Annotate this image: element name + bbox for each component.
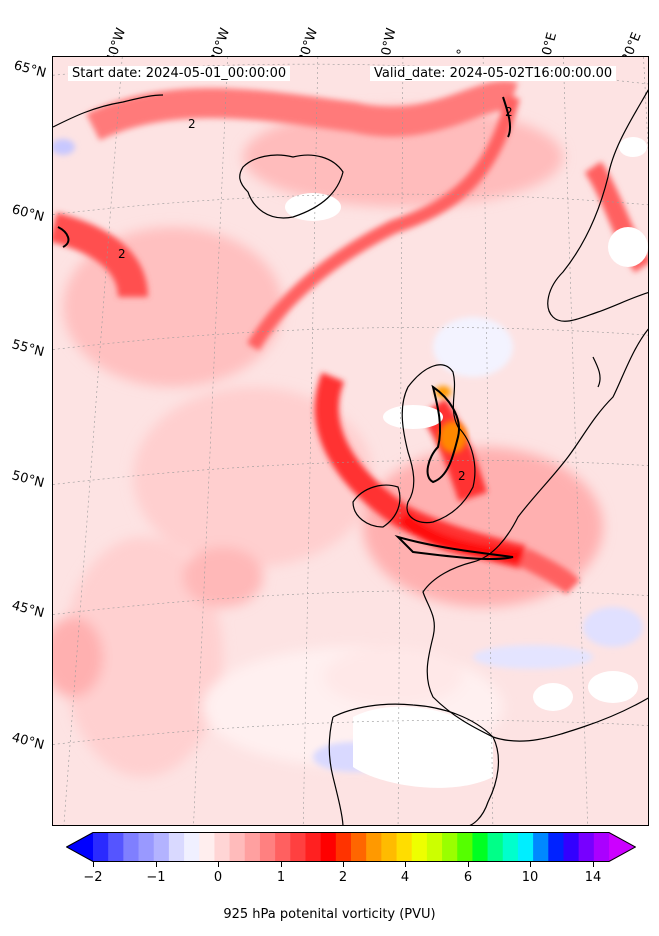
lat-label-40n: 40°N — [10, 730, 46, 754]
pv-bands — [53, 80, 648, 595]
colorbar-segment — [563, 832, 580, 862]
contour-label-2-uk: 2 — [458, 469, 466, 483]
colorbar-segment — [396, 832, 413, 862]
colorbar-segment — [168, 832, 185, 862]
lat-label-65n: 65°N — [12, 58, 48, 82]
colorbar-tick — [156, 862, 157, 867]
map-panel[interactable]: 2 2 2 2 — [52, 56, 649, 826]
colorbar-segment — [472, 832, 489, 862]
colorbar-tick — [593, 862, 594, 867]
colorbar-segment — [229, 832, 246, 862]
colorbar-segment — [320, 832, 337, 862]
lat-label-55n: 55°N — [10, 337, 46, 361]
colorbar-tick — [218, 862, 219, 867]
colorbar-tick-label: 6 — [463, 870, 473, 885]
colorbar-segment — [517, 832, 534, 862]
colorbar-tick-label: 0 — [213, 870, 223, 885]
colorbar-segment — [411, 832, 428, 862]
colorbar-segment — [593, 832, 610, 862]
colorbar-segment — [426, 832, 443, 862]
pv-contours — [57, 96, 514, 561]
colorbar-tick — [530, 862, 531, 867]
colorbar-segment — [108, 832, 124, 862]
colorbar-segment — [93, 832, 109, 862]
contour-label-2-iceland: 2 — [188, 117, 196, 131]
colorbar-segment — [244, 832, 261, 862]
start-date-label: Start date: 2024-05-01_00:00:00 — [68, 66, 291, 81]
colorbar-segment — [487, 832, 504, 862]
colorbar-tick — [281, 862, 282, 867]
colorbar-segment — [199, 832, 215, 862]
colorbar-tick-label: −2 — [83, 870, 103, 885]
colorbar-segment — [214, 832, 231, 862]
colorbar-segment — [259, 832, 276, 862]
valid-date-label: Valid_date: 2024-05-02T16:00:00.00 — [370, 66, 617, 81]
colorbar-tick-label: 2 — [338, 870, 348, 885]
colorbar-segment — [275, 832, 291, 862]
colorbar-segment — [305, 832, 322, 862]
lat-label-50n: 50°N — [10, 468, 46, 492]
colorbar-tick-label: −1 — [146, 870, 166, 885]
colorbar-segment — [184, 832, 200, 862]
colorbar-segment — [548, 832, 564, 862]
colorbar-segment — [290, 832, 306, 862]
colorbar-segment — [123, 832, 140, 862]
colorbar-segment — [381, 832, 398, 862]
colorbar-segment — [335, 832, 352, 862]
colorbar-segment — [533, 832, 549, 862]
colorbar-segment — [138, 832, 155, 862]
lat-label-60n: 60°N — [10, 202, 46, 226]
colorbar-tick — [468, 862, 469, 867]
colorbar-tick-label: 14 — [584, 870, 602, 885]
colorbar-segment — [502, 832, 519, 862]
coastlines — [53, 89, 648, 825]
colorbar-tick-label: 10 — [521, 870, 539, 885]
colorbar-tick — [343, 862, 344, 867]
colorbar-title: 925 hPa potenital vorticity (PVU) — [223, 907, 436, 922]
colorbar-outline — [66, 832, 636, 862]
colorbar-segment — [366, 832, 382, 862]
colorbar-tick-label: 1 — [276, 870, 286, 885]
colorbar-segment — [578, 832, 595, 862]
pv-field-map — [53, 57, 648, 825]
colorbar — [66, 832, 636, 862]
colorbar-extend-max — [609, 832, 636, 862]
colorbar-extend-min — [66, 832, 93, 862]
lat-label-45n: 45°N — [10, 598, 46, 622]
contour-label-2-atlantic: 2 — [118, 247, 126, 261]
colorbar-segment — [153, 832, 170, 862]
colorbar-segment — [457, 832, 473, 862]
colorbar-tick — [93, 862, 94, 867]
colorbar-segment — [351, 832, 367, 862]
colorbar-tick — [405, 862, 406, 867]
contour-label-2-north: 2 — [505, 105, 513, 119]
colorbar-segment — [442, 832, 458, 862]
colorbar-tick-label: 4 — [400, 870, 410, 885]
pv-white-areas — [285, 137, 648, 788]
